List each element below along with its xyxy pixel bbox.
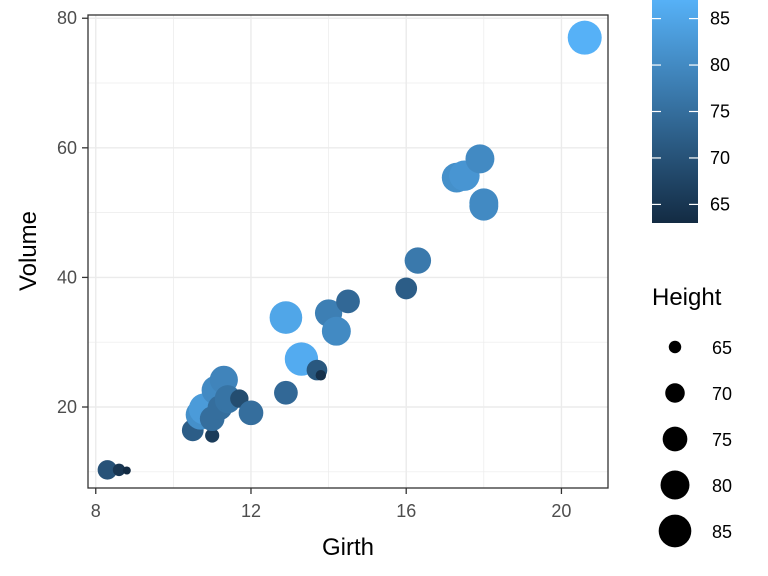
y-tick-label: 80 bbox=[57, 8, 77, 28]
data-point bbox=[97, 460, 118, 480]
data-point bbox=[269, 301, 303, 334]
y-tick-label: 60 bbox=[57, 138, 77, 158]
data-points bbox=[97, 20, 602, 480]
data-point bbox=[336, 289, 360, 314]
data-point bbox=[465, 144, 495, 174]
colorbar-label: 75 bbox=[710, 102, 730, 122]
x-tick-label: 16 bbox=[396, 501, 416, 521]
data-point bbox=[315, 370, 327, 381]
y-tick-label: 20 bbox=[57, 397, 77, 417]
size-legend-label: 80 bbox=[712, 476, 732, 496]
x-tick-label: 8 bbox=[91, 501, 101, 521]
data-point bbox=[274, 380, 298, 405]
colorbar-label: 80 bbox=[710, 55, 730, 75]
data-point bbox=[469, 191, 499, 221]
data-point bbox=[205, 428, 220, 443]
size-legend-title: Height bbox=[652, 284, 722, 311]
size-legend-key bbox=[662, 426, 688, 452]
y-tick-label: 40 bbox=[57, 267, 77, 287]
data-point bbox=[238, 400, 264, 426]
x-axis-title: Girth bbox=[322, 534, 374, 561]
size-legend-key bbox=[668, 340, 682, 354]
size-legend: 65 70 75 80 85 bbox=[658, 338, 732, 548]
colorbar-label: 85 bbox=[710, 9, 730, 29]
data-point bbox=[395, 277, 418, 300]
data-point bbox=[122, 466, 131, 475]
size-legend-label: 75 bbox=[712, 430, 732, 450]
size-legend-label: 70 bbox=[712, 384, 732, 404]
grid-lines bbox=[88, 15, 608, 488]
x-tick-label: 20 bbox=[551, 501, 571, 521]
data-point bbox=[567, 20, 602, 55]
data-point bbox=[404, 247, 432, 274]
color-legend: 65 70 75 80 85 bbox=[652, 0, 730, 223]
size-legend-label: 65 bbox=[712, 338, 732, 358]
colorbar-label: 70 bbox=[710, 148, 730, 168]
size-legend-key bbox=[658, 514, 692, 548]
x-tick-label: 12 bbox=[241, 501, 261, 521]
axes: 8 12 16 20 20 40 60 80 bbox=[57, 8, 571, 521]
size-legend-label: 85 bbox=[712, 522, 732, 542]
data-point bbox=[112, 463, 126, 477]
size-legend-key bbox=[660, 470, 690, 500]
size-legend-key bbox=[665, 383, 685, 403]
plot-panel-border bbox=[87, 14, 609, 489]
data-point bbox=[321, 316, 351, 346]
y-axis-title: Volume bbox=[15, 211, 42, 291]
colorbar-label: 65 bbox=[710, 194, 730, 214]
